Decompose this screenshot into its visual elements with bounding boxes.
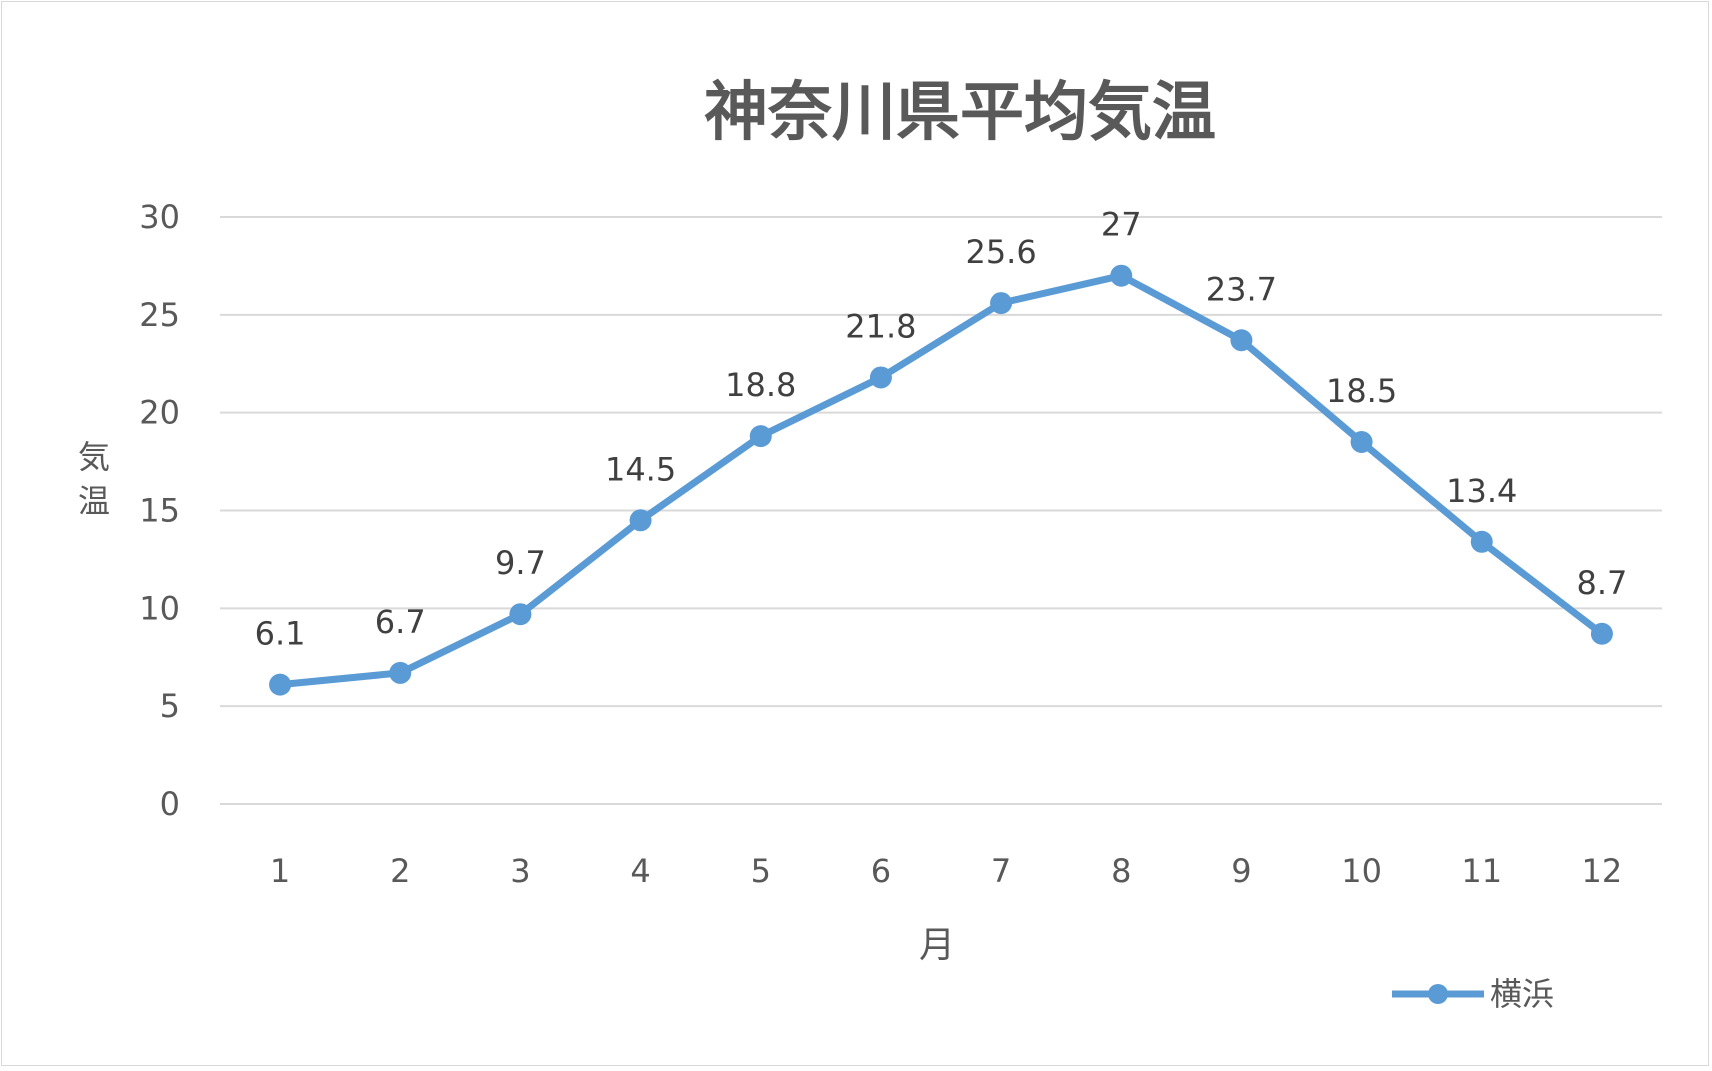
y-tick-label: 15 <box>139 492 180 530</box>
y-axis-title: 気温 <box>78 438 110 520</box>
data-labels: 6.1 6.7 9.7 14.5 18.8 21.8 25.6 27 23.7 18.5 13.4 8… <box>255 206 1628 653</box>
series-line <box>276 272 1606 689</box>
series-layer <box>269 264 1613 696</box>
data-label: 8.7 <box>1576 564 1627 602</box>
data-label: 25.6 <box>965 233 1036 271</box>
x-tick-label: 2 <box>390 852 410 890</box>
x-tick-label: 5 <box>751 852 771 890</box>
x-tick-label: 9 <box>1231 852 1251 890</box>
data-point[interactable] <box>1590 622 1613 645</box>
x-axis-ticks: 1 2 3 4 5 6 7 8 9 10 11 12 <box>270 852 1622 890</box>
x-tick-label: 3 <box>510 852 530 890</box>
x-tick-label: 12 <box>1582 852 1623 890</box>
data-point[interactable] <box>1470 530 1493 553</box>
y-tick-label: 10 <box>139 589 180 627</box>
y-tick-label: 5 <box>160 687 180 725</box>
data-point[interactable] <box>509 603 532 626</box>
data-point[interactable] <box>1230 329 1253 352</box>
data-point[interactable] <box>990 292 1013 315</box>
y-tick-label: 25 <box>139 296 180 334</box>
data-point[interactable] <box>389 661 412 684</box>
data-label: 21.8 <box>845 307 916 345</box>
data-label: 27 <box>1101 206 1142 244</box>
data-label: 14.5 <box>605 450 676 488</box>
x-tick-label: 11 <box>1461 852 1502 890</box>
data-point[interactable] <box>629 509 652 532</box>
legend-point-marker <box>1428 984 1448 1004</box>
data-label: 18.5 <box>1326 372 1397 410</box>
x-axis-title: 月 <box>919 925 955 966</box>
data-point[interactable] <box>1350 431 1373 454</box>
data-point[interactable] <box>1110 264 1133 287</box>
data-label: 23.7 <box>1206 270 1277 308</box>
x-tick-label: 7 <box>991 852 1011 890</box>
data-point[interactable] <box>749 425 772 448</box>
x-tick-label: 1 <box>270 852 290 890</box>
x-tick-label: 10 <box>1341 852 1382 890</box>
y-axis-ticks: 0 5 10 15 20 25 30 <box>139 198 180 823</box>
legend[interactable]: 横浜 <box>1392 975 1554 1013</box>
x-tick-label: 6 <box>871 852 891 890</box>
y-tick-label: 30 <box>139 198 180 236</box>
data-point[interactable] <box>869 366 892 389</box>
y-tick-label: 20 <box>139 394 180 432</box>
data-point[interactable] <box>269 673 292 696</box>
data-label: 6.7 <box>375 603 426 641</box>
data-label: 13.4 <box>1446 472 1517 510</box>
data-label: 18.8 <box>725 366 796 404</box>
y-tick-label: 0 <box>160 785 180 823</box>
gridlines <box>220 216 1662 805</box>
x-tick-label: 8 <box>1111 852 1131 890</box>
legend-label: 横浜 <box>1490 975 1554 1013</box>
chart-title: 神奈川県平均気温 <box>704 76 1216 150</box>
x-tick-label: 4 <box>630 852 650 890</box>
data-label: 6.1 <box>255 615 306 653</box>
data-label: 9.7 <box>495 544 546 582</box>
